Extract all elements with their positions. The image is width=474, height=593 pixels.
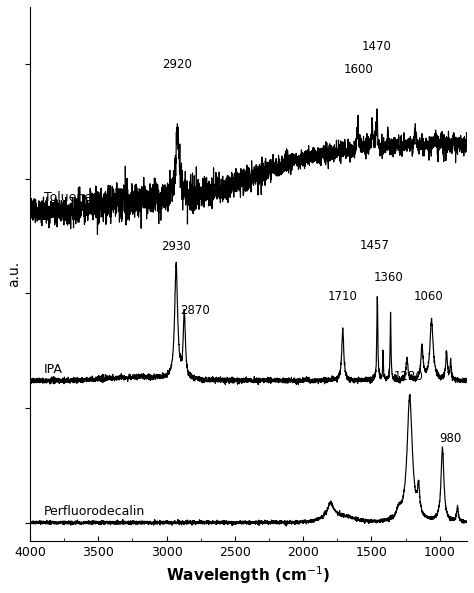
Text: 980: 980 (440, 432, 462, 445)
Text: 2930: 2930 (161, 240, 191, 253)
Text: 1470: 1470 (361, 40, 391, 53)
Text: 2870: 2870 (181, 304, 210, 317)
X-axis label: Wavelength (cm$^{-1}$): Wavelength (cm$^{-1}$) (166, 565, 330, 586)
Text: IPA: IPA (44, 363, 63, 376)
Text: 1457: 1457 (359, 239, 389, 252)
Text: 1710: 1710 (328, 289, 358, 302)
Text: Perfluorodecalin: Perfluorodecalin (44, 505, 145, 518)
Text: 1220: 1220 (394, 370, 424, 383)
Text: 1060: 1060 (413, 289, 443, 302)
Text: Toluene: Toluene (44, 191, 91, 204)
Y-axis label: a.u.: a.u. (7, 261, 21, 287)
Text: 1360: 1360 (374, 271, 403, 284)
Text: 2920: 2920 (163, 58, 192, 71)
Text: 1600: 1600 (344, 63, 374, 76)
